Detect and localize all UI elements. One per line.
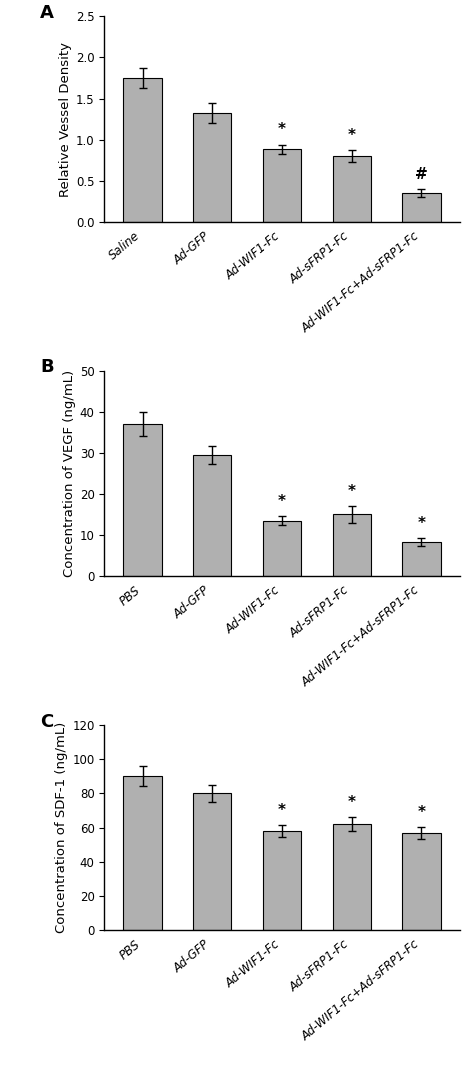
Text: *: *	[278, 803, 286, 818]
Text: *: *	[418, 516, 426, 531]
Text: *: *	[348, 795, 356, 810]
Y-axis label: Concentration of VEGF (ng/mL): Concentration of VEGF (ng/mL)	[63, 370, 75, 577]
Bar	[263, 831, 301, 931]
Bar	[123, 424, 162, 576]
Y-axis label: Concentration of SDF-1 (ng/mL): Concentration of SDF-1 (ng/mL)	[55, 722, 68, 933]
Bar	[333, 156, 371, 222]
Text: *: *	[278, 122, 286, 137]
Bar	[123, 78, 162, 222]
Bar	[193, 794, 231, 931]
Y-axis label: Relative Vessel Density: Relative Vessel Density	[59, 41, 72, 196]
Bar	[193, 455, 231, 576]
Bar	[193, 113, 231, 222]
Bar	[402, 543, 441, 576]
Text: *: *	[418, 804, 426, 820]
Text: *: *	[278, 494, 286, 509]
Bar	[333, 824, 371, 931]
Text: #: #	[415, 167, 428, 182]
Bar	[263, 149, 301, 222]
Bar	[263, 521, 301, 576]
Bar	[402, 193, 441, 222]
Text: *: *	[348, 129, 356, 143]
Text: C: C	[40, 713, 54, 730]
Bar	[333, 514, 371, 576]
Bar	[123, 776, 162, 931]
Bar	[402, 833, 441, 931]
Text: A: A	[40, 4, 54, 22]
Text: *: *	[348, 484, 356, 499]
Text: B: B	[40, 359, 54, 376]
